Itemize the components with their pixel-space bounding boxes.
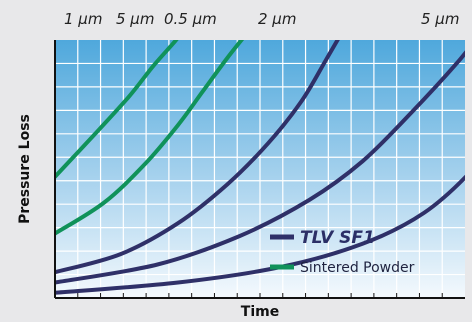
series-line-tlv-sf1-2 <box>55 50 465 285</box>
series-line-tlv-sf1-1 <box>55 40 340 275</box>
curves <box>55 40 465 295</box>
y-axis-title: Pressure Loss <box>17 114 33 224</box>
series-line-sintered-powder-2 <box>55 40 245 236</box>
series-line-tlv-sf1-3 <box>55 174 465 295</box>
x-axis-title: Time <box>241 304 279 320</box>
series-line-sintered-powder-1 <box>55 40 179 179</box>
top-label-1um: 1 µm <box>64 10 102 28</box>
top-label-2um: 2 µm <box>258 10 296 28</box>
top-label-5um: 5 µm <box>116 10 154 28</box>
top-label-5um-right: 5 µm <box>421 10 459 28</box>
top-label-0.5um: 0.5 µm <box>164 10 217 28</box>
legend: TLV SF1 Sintered Powder <box>270 228 415 276</box>
legend-label-tlv-sf1: TLV SF1 <box>300 228 375 248</box>
legend-label-sintered-powder: Sintered Powder <box>300 260 415 276</box>
